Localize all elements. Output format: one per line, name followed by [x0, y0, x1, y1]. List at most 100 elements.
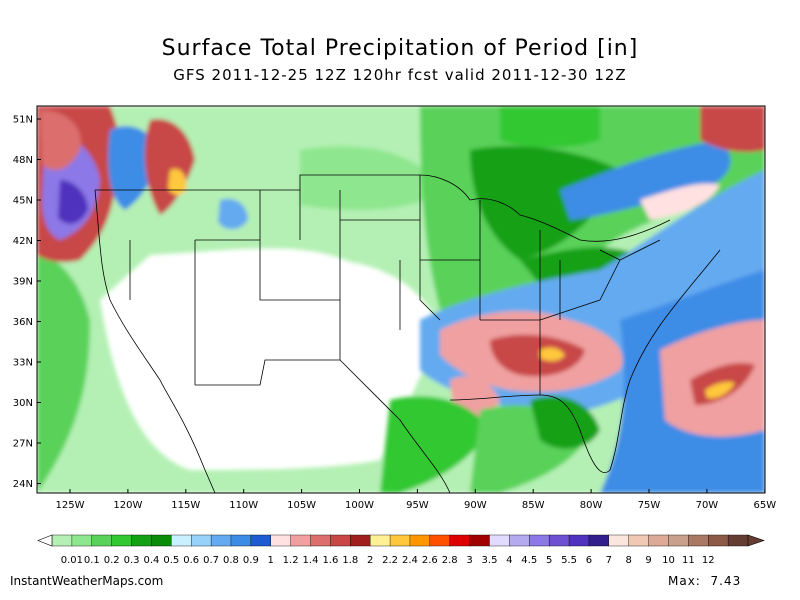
colorbar-label: 0.6 [183, 555, 199, 566]
lat-label: 51N [13, 115, 33, 126]
colorbar-label: 1.2 [283, 555, 299, 566]
colorbar-label: 0.5 [163, 555, 179, 566]
colorbar-swatch [529, 534, 550, 547]
lon-label: 115W [171, 500, 200, 511]
colorbar-labels: 0.01 0.1 0.2 0.3 0.4 0.5 0.6 0.7 0.8 0.9 1 1.2 1.4 1.… [61, 555, 715, 566]
colorbar-label: 11 [682, 555, 695, 566]
map-subtitle: GFS 2011-12-25 12Z 120hr fcst valid 2011… [173, 66, 627, 84]
colorbar-swatch [350, 534, 371, 547]
colorbar-swatch [688, 534, 709, 547]
lat-label: 30N [13, 398, 33, 409]
colorbar-label: 3.5 [482, 555, 498, 566]
max-readout: Max: 7.43 [668, 574, 741, 588]
colorbar-label: 0.1 [84, 555, 100, 566]
colorbar-swatch [91, 534, 113, 547]
colorbar-label: 9 [645, 555, 651, 566]
longitude-labels: 125W 120W 115W 110W 105W 100W 95W 90W 85W 80W 75W 7… [56, 489, 776, 511]
lat-label: 24N [13, 479, 33, 490]
colorbar-left-arrow [37, 534, 53, 547]
lon-label: 100W [345, 500, 374, 511]
precip-field [37, 106, 765, 493]
colorbar-swatch [409, 534, 431, 547]
colorbar-swatch [489, 534, 510, 547]
colorbar-swatch [568, 534, 590, 547]
colorbar-swatch [628, 534, 650, 547]
colorbar-label: 10 [662, 555, 675, 566]
lat-label: 27N [13, 439, 33, 450]
colorbar-swatch [51, 534, 73, 547]
colorbar [37, 534, 765, 547]
colorbar-label: 1.4 [303, 555, 319, 566]
colorbar-swatch [509, 534, 530, 547]
colorbar-swatch [71, 534, 93, 547]
map-title: Surface Total Precipitation of Period [i… [161, 36, 639, 61]
colorbar-swatch [449, 534, 471, 547]
colorbar-label: 1.8 [342, 555, 358, 566]
colorbar-right-arrow [747, 534, 765, 547]
lat-label: 48N [13, 155, 33, 166]
colorbar-label: 2.6 [422, 555, 438, 566]
colorbar-label: 3 [466, 555, 472, 566]
colorbar-swatch [330, 534, 351, 547]
lat-label: 45N [13, 196, 33, 207]
colorbar-swatch [250, 534, 272, 547]
colorbar-label: 0.8 [223, 555, 239, 566]
colorbar-label: 6 [586, 555, 592, 566]
colorbar-swatch [668, 534, 689, 547]
colorbar-label: 1.6 [322, 555, 338, 566]
lat-label: 36N [13, 317, 33, 328]
colorbar-swatch [131, 534, 152, 547]
lon-label: 85W [522, 500, 545, 511]
lon-label: 80W [580, 500, 603, 511]
lon-label: 90W [464, 500, 487, 511]
lat-label: 39N [13, 277, 33, 288]
lon-label: 110W [229, 500, 258, 511]
colorbar-swatch [190, 534, 212, 547]
lon-label: 65W [753, 500, 776, 511]
colorbar-swatch [608, 534, 630, 547]
max-label: Max: [668, 574, 701, 588]
colorbar-swatch [210, 534, 232, 547]
lon-label: 70W [696, 500, 719, 511]
lon-label: 95W [406, 500, 429, 511]
boundaries [37, 106, 721, 493]
lon-label: 120W [113, 500, 142, 511]
colorbar-label: 0.01 [61, 555, 83, 566]
colorbar-swatch [588, 534, 610, 547]
colorbar-label: 0.7 [203, 555, 219, 566]
lat-label: 33N [13, 358, 33, 369]
colorbar-swatch [310, 534, 331, 547]
colorbar-swatch [290, 534, 312, 547]
lon-label: 75W [638, 500, 661, 511]
colorbar-label: 0.3 [124, 555, 140, 566]
colorbar-label: 2.4 [402, 555, 418, 566]
colorbar-label: 2 [367, 555, 373, 566]
max-value: 7.43 [710, 574, 742, 588]
colorbar-label: 2.2 [382, 555, 398, 566]
colorbar-label: 8 [626, 555, 632, 566]
colorbar-swatch [727, 534, 749, 547]
colorbar-label: 4 [506, 555, 512, 566]
colorbar-swatch [648, 534, 669, 547]
colorbar-label: 12 [702, 555, 715, 566]
site-credit: InstantWeatherMaps.com [10, 574, 164, 588]
lon-label: 125W [56, 500, 85, 511]
colorbar-label: 1 [268, 555, 274, 566]
colorbar-label: 5.5 [561, 555, 577, 566]
colorbar-swatch [708, 534, 729, 547]
colorbar-swatch [230, 534, 252, 547]
latitude-labels: 51N 48N 45N 42N 39N 36N 33N 30N 27N 24N [13, 115, 41, 490]
colorbar-swatch [469, 534, 490, 547]
colorbar-label: 0.2 [104, 555, 120, 566]
colorbar-label: 7 [606, 555, 612, 566]
colorbar-swatch [429, 534, 451, 547]
lat-label: 42N [13, 236, 33, 247]
colorbar-swatch [548, 534, 570, 547]
colorbar-swatch [111, 534, 133, 547]
colorbar-swatch [151, 534, 172, 547]
lon-label: 105W [287, 500, 316, 511]
colorbar-swatch [389, 534, 411, 547]
colorbar-label: 4.5 [521, 555, 537, 566]
colorbar-label: 5 [546, 555, 552, 566]
